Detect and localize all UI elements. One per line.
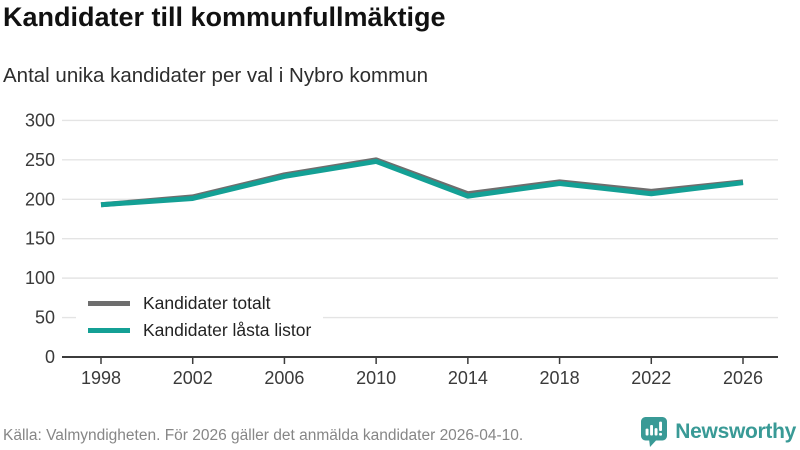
line-kandidater-l-sta-listor [100, 158, 744, 208]
legend-swatch-teal [88, 328, 130, 333]
legend-swatch-gray [88, 301, 130, 306]
x-axis-label: 2010 [356, 368, 396, 388]
newsworthy-logo-icon [641, 417, 668, 447]
legend-label: Kandidater totalt [143, 293, 271, 313]
x-axis-label: 2026 [723, 368, 763, 388]
page-title: Kandidater till kommunfullmäktige [3, 2, 446, 32]
y-axis-label: 300 [25, 110, 55, 130]
legend-item-kandidater-totalt: Kandidater totalt [88, 290, 311, 317]
legend: Kandidater totalt Kandidater låsta listo… [76, 288, 324, 346]
y-axis-label: 100 [25, 268, 55, 288]
x-axis-label: 2002 [173, 368, 213, 388]
x-axis-label: 2022 [631, 368, 671, 388]
y-axis-label: 200 [25, 189, 55, 209]
brand-logo-link[interactable]: Newsworthy [640, 416, 796, 448]
x-axis-label: 2014 [448, 368, 488, 388]
brand-wordmark: Newsworthy [675, 420, 796, 443]
x-axis-label: 2006 [264, 368, 304, 388]
legend-item-kandidater-lasta-listor: Kandidater låsta listor [88, 317, 311, 344]
legend-label: Kandidater låsta listor [143, 320, 312, 340]
y-axis-label: 0 [45, 347, 55, 367]
x-axis-label: 1998 [81, 368, 121, 388]
page-subtitle: Antal unika kandidater per val i Nybro k… [3, 64, 429, 87]
source-note: Källa: Valmyndigheten. För 2026 gäller d… [3, 427, 524, 444]
x-axis-label: 2018 [540, 368, 580, 388]
y-axis-label: 50 [35, 308, 55, 328]
y-axis-label: 250 [25, 150, 55, 170]
y-axis-label: 150 [25, 229, 55, 249]
